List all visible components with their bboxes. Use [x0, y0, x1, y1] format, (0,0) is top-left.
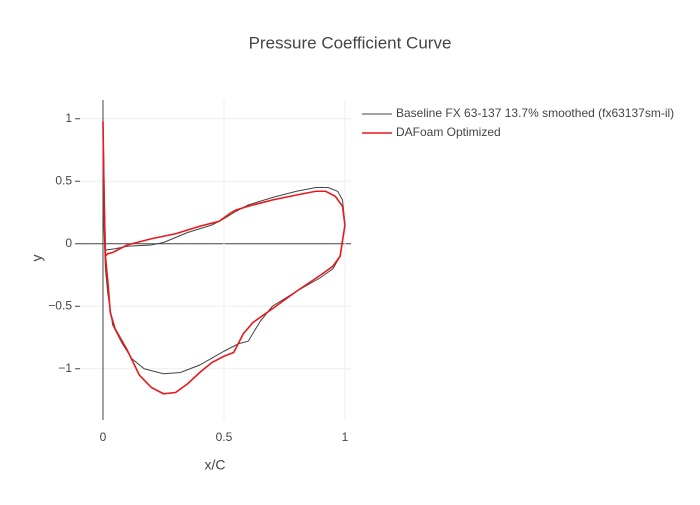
- y-tick-label: 0: [65, 236, 72, 250]
- series-line: [102, 121, 346, 395]
- y-tick-label: −1: [58, 361, 72, 375]
- y-tick-label: 0.5: [55, 173, 72, 187]
- y-axis-title: y: [29, 255, 45, 262]
- chart-title: Pressure Coefficient Curve: [249, 33, 452, 52]
- legend-label: Baseline FX 63-137 13.7% smoothed (fx631…: [396, 106, 674, 120]
- y-tick-label: −0.5: [48, 298, 72, 312]
- x-axis-title: x/C: [205, 457, 226, 473]
- x-tick-label: 0.5: [216, 430, 233, 444]
- legend-label: DAFoam Optimized: [396, 125, 501, 139]
- y-tick-label: 1: [65, 111, 72, 125]
- x-tick-label: 0: [100, 430, 107, 444]
- x-tick-label: 1: [342, 430, 349, 444]
